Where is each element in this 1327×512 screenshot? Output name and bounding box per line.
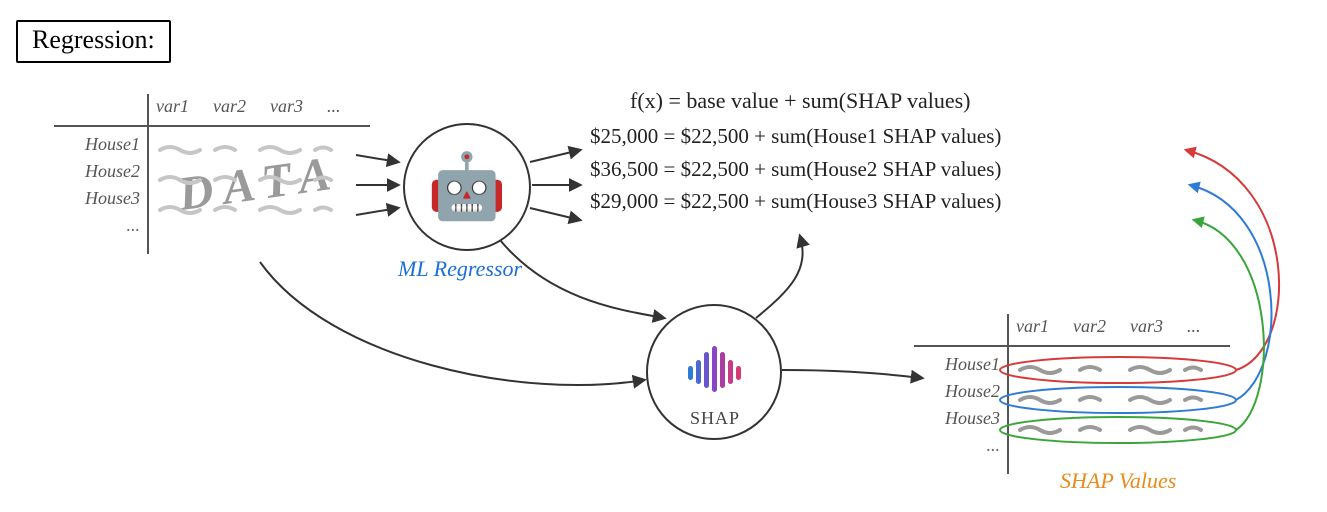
input-row-3: House3: [74, 188, 140, 209]
ml-regressor-node: 🤖: [403, 123, 531, 251]
input-row-1: House1: [74, 134, 140, 155]
shap-values-table: var1 var2 var3 ... House1 House2 House3 …: [940, 320, 1240, 490]
output-row-2: House2: [934, 381, 1000, 402]
input-col-3: var3: [270, 96, 303, 117]
output-row-more: ...: [934, 435, 1000, 456]
arrow-ml-to-shap: [500, 240, 664, 318]
output-col-1: var1: [1016, 316, 1049, 337]
arrow-shap-to-output: [782, 370, 922, 378]
output-row-3: House3: [934, 408, 1000, 429]
ml-regressor-label: ML Regressor: [398, 256, 522, 282]
output-col-2: var2: [1073, 316, 1106, 337]
input-col-2: var2: [213, 96, 246, 117]
shap-logo-icon: [686, 346, 742, 392]
title-regression: Regression:: [16, 20, 171, 63]
output-col-more: ...: [1187, 316, 1201, 337]
input-col-more: ...: [327, 96, 341, 117]
input-data-table: var1 var2 var3 ... House1 House2 House3 …: [80, 100, 380, 270]
robot-icon: 🤖: [427, 155, 507, 219]
arrow-shap-to-base: [756, 236, 803, 318]
input-row-more: ...: [74, 215, 140, 236]
formula-header: f(x) = base value + sum(SHAP values): [590, 84, 1001, 118]
formula-line-1: $25,000 = $22,500 + sum(House1 SHAP valu…: [590, 120, 1001, 153]
formula-line-3: $29,000 = $22,500 + sum(House3 SHAP valu…: [590, 185, 1001, 218]
output-row-1: House1: [934, 354, 1000, 375]
input-row-2: House2: [74, 161, 140, 182]
shap-node-label: SHAP: [690, 408, 740, 429]
formula-line-2: $36,500 = $22,500 + sum(House2 SHAP valu…: [590, 153, 1001, 186]
arrows-ml-to-formula: [530, 150, 580, 220]
formula-block: f(x) = base value + sum(SHAP values) $25…: [590, 84, 1001, 218]
output-col-3: var3: [1130, 316, 1163, 337]
shap-values-title: SHAP Values: [1060, 468, 1176, 494]
data-watermark: DATA: [175, 145, 344, 222]
input-col-1: var1: [156, 96, 189, 117]
